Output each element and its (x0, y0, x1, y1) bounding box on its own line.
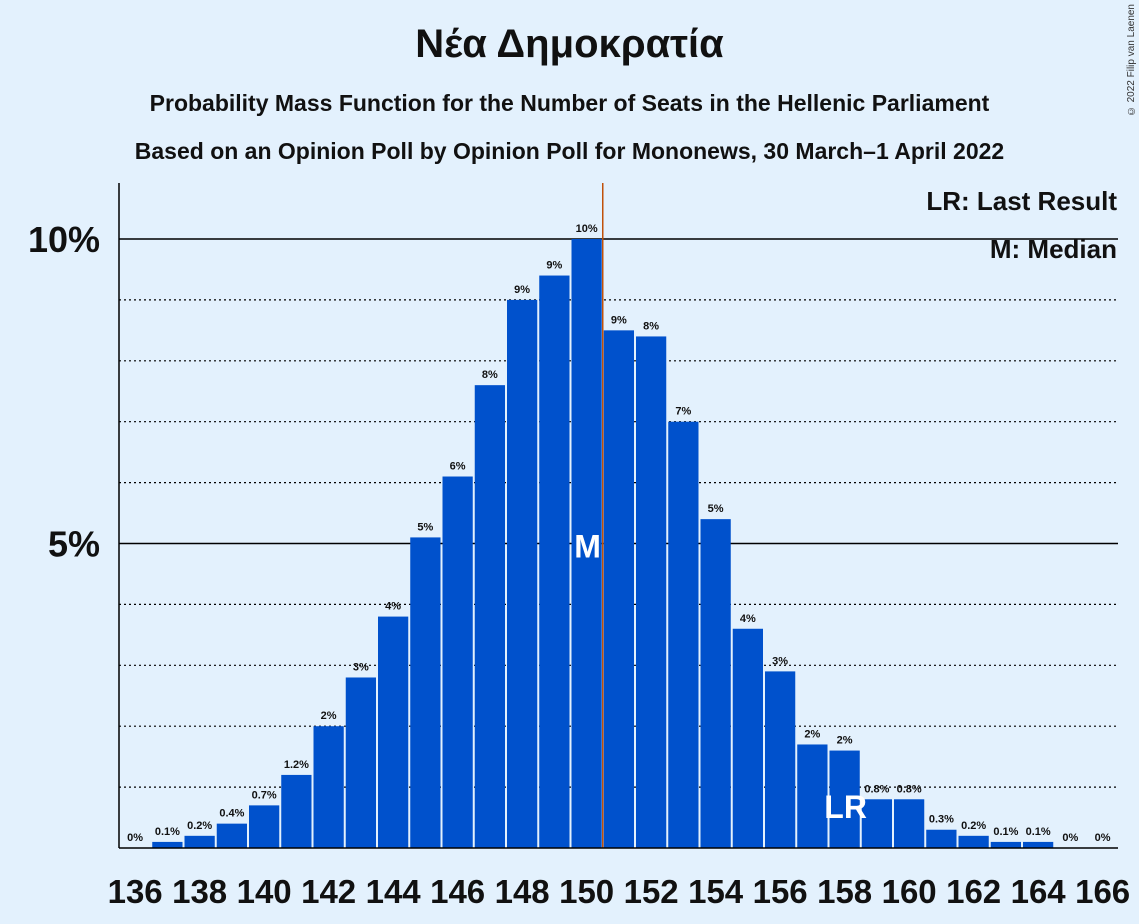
data-label: 8% (643, 320, 659, 332)
x-tick-label: 148 (495, 873, 550, 910)
data-label: 10% (576, 223, 598, 235)
bar-149 (539, 275, 570, 848)
bar-139 (216, 823, 247, 848)
x-tick-label: 158 (817, 873, 872, 910)
data-label: 0.2% (961, 820, 986, 832)
legend-entry: M: Median (990, 234, 1117, 264)
bar-161 (926, 829, 957, 848)
bar-146 (442, 476, 473, 848)
bar-152 (636, 336, 667, 848)
y-tick-label: 10% (28, 219, 100, 260)
data-label: 9% (546, 260, 562, 272)
bar-143 (345, 677, 376, 848)
data-label: 7% (675, 406, 691, 418)
x-tick-label: 144 (366, 873, 422, 910)
data-label: 0.1% (993, 826, 1018, 838)
x-tick-label: 138 (172, 873, 227, 910)
x-tick-label: 162 (946, 873, 1001, 910)
bar-140 (249, 805, 280, 848)
data-label: 0% (1062, 832, 1078, 844)
bar-137 (152, 841, 183, 848)
x-tick-label: 156 (753, 873, 808, 910)
data-label: 0% (127, 832, 143, 844)
data-label: 1.2% (284, 759, 309, 771)
data-label: 5% (708, 503, 724, 515)
x-tick-label: 136 (108, 873, 163, 910)
data-label: 0.1% (155, 826, 180, 838)
bar-148 (507, 299, 538, 848)
median-marker: M (574, 529, 601, 565)
data-label: 6% (450, 461, 466, 473)
x-tick-label: 140 (237, 873, 292, 910)
bar-151 (603, 330, 634, 849)
legend-entry: LR: Last Result (926, 186, 1117, 216)
bar-142 (313, 726, 344, 848)
bar-145 (410, 537, 441, 848)
x-tick-label: 142 (301, 873, 356, 910)
bar-144 (378, 616, 409, 848)
bar-158 (829, 750, 860, 848)
data-label: 8% (482, 369, 498, 381)
y-tick-label: 5% (48, 524, 100, 565)
data-label: 0.1% (1026, 826, 1051, 838)
chart-source: Based on an Opinion Poll by Opinion Poll… (134, 138, 1005, 164)
data-label: 0.8% (864, 783, 889, 795)
data-label: 2% (321, 710, 337, 722)
bar-138 (184, 835, 215, 848)
data-label: 4% (385, 601, 401, 613)
data-label: 9% (611, 314, 627, 326)
x-tick-label: 146 (430, 873, 485, 910)
bar-164 (1023, 841, 1054, 848)
bar-147 (474, 385, 505, 848)
x-tick-label: 164 (1011, 873, 1067, 910)
data-label: 0.8% (897, 783, 922, 795)
bar-162 (958, 835, 989, 848)
data-label: 3% (772, 655, 788, 667)
x-tick-label: 166 (1075, 873, 1130, 910)
data-label: 0.3% (929, 814, 954, 826)
bar-153 (668, 421, 699, 848)
data-label: 2% (837, 735, 853, 747)
data-label: 9% (514, 284, 530, 296)
bar-163 (990, 841, 1021, 848)
data-label: 0.4% (219, 808, 244, 820)
bar-160 (894, 799, 925, 848)
bar-159 (861, 799, 892, 848)
last-result-marker: LR (824, 789, 867, 825)
bar-155 (732, 628, 763, 848)
chart-subtitle: Probability Mass Function for the Number… (149, 90, 990, 116)
x-tick-label: 150 (559, 873, 614, 910)
bar-150 (571, 239, 602, 848)
data-label: 4% (740, 613, 756, 625)
bar-141 (281, 774, 312, 848)
chart-title: Νέα Δημοκρατία (415, 22, 724, 66)
bar-156 (765, 671, 796, 848)
x-tick-label: 154 (688, 873, 744, 910)
data-label: 0% (1095, 832, 1111, 844)
data-label: 5% (417, 521, 433, 533)
data-label: 2% (804, 728, 820, 740)
data-label: 3% (353, 661, 369, 673)
x-tick-label: 160 (882, 873, 937, 910)
bar-154 (700, 519, 731, 848)
x-tick-label: 152 (624, 873, 679, 910)
data-label: 0.7% (252, 789, 277, 801)
data-label: 0.2% (187, 820, 212, 832)
bar-157 (797, 744, 828, 848)
